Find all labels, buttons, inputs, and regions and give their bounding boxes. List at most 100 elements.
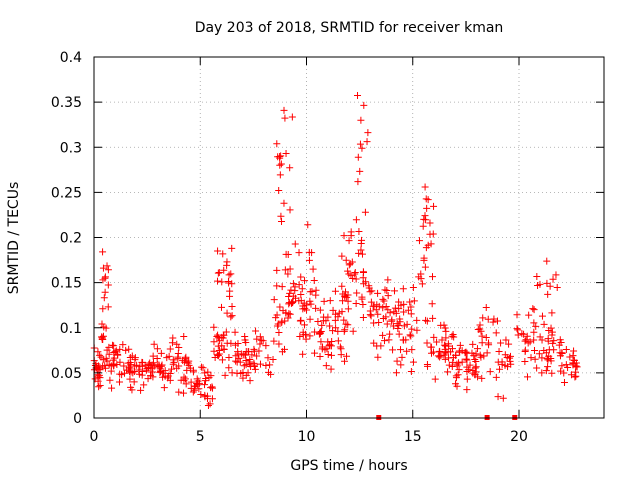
chart-title: Day 203 of 2018, SRMTID for receiver kma… bbox=[195, 20, 504, 36]
data-point bbox=[341, 357, 349, 365]
data-point bbox=[311, 349, 319, 357]
data-point bbox=[399, 285, 407, 293]
data-point bbox=[545, 352, 553, 360]
data-point bbox=[122, 346, 130, 354]
data-point bbox=[218, 333, 226, 341]
data-point bbox=[231, 328, 239, 336]
data-point bbox=[99, 264, 107, 272]
data-point bbox=[553, 284, 561, 292]
data-point bbox=[478, 374, 486, 382]
data-point bbox=[358, 236, 366, 244]
data-point bbox=[219, 250, 227, 258]
data-point bbox=[492, 373, 500, 381]
data-point bbox=[175, 362, 183, 370]
data-point bbox=[430, 202, 438, 210]
data-point bbox=[544, 363, 552, 371]
data-point bbox=[379, 304, 387, 312]
data-point bbox=[548, 369, 556, 377]
data-point bbox=[276, 161, 284, 169]
data-point bbox=[326, 297, 334, 305]
data-point bbox=[324, 351, 332, 359]
data-point bbox=[435, 348, 443, 356]
data-point bbox=[395, 298, 403, 306]
data-point bbox=[150, 340, 158, 348]
data-point bbox=[406, 298, 414, 306]
data-point bbox=[386, 330, 394, 338]
data-point bbox=[248, 351, 256, 359]
data-point bbox=[215, 269, 223, 277]
data-point bbox=[275, 328, 283, 336]
y-tick-label: 0.15 bbox=[51, 276, 82, 292]
data-point bbox=[228, 312, 236, 320]
data-point bbox=[253, 352, 261, 360]
data-point bbox=[319, 317, 327, 325]
data-point bbox=[153, 345, 161, 353]
y-tick-label: 0.4 bbox=[60, 50, 82, 66]
data-point bbox=[456, 341, 464, 349]
data-point bbox=[228, 302, 236, 310]
data-point bbox=[501, 351, 509, 359]
data-point bbox=[302, 335, 310, 343]
data-point bbox=[94, 348, 102, 356]
data-point bbox=[530, 336, 538, 344]
data-point bbox=[359, 300, 367, 308]
data-point bbox=[361, 208, 369, 216]
data-point bbox=[392, 369, 400, 377]
data-point bbox=[298, 285, 306, 293]
data-point bbox=[228, 244, 236, 252]
data-point bbox=[149, 352, 157, 360]
data-point bbox=[533, 273, 541, 281]
data-point bbox=[256, 340, 264, 348]
data-point bbox=[364, 129, 372, 137]
data-point bbox=[423, 317, 431, 325]
data-point bbox=[104, 266, 112, 274]
data-point bbox=[369, 302, 377, 310]
data-point bbox=[289, 280, 297, 288]
data-point bbox=[482, 334, 490, 342]
data-point bbox=[368, 287, 376, 295]
data-point bbox=[352, 299, 360, 307]
data-point bbox=[286, 265, 294, 273]
data-point bbox=[140, 381, 148, 389]
data-point bbox=[204, 368, 212, 376]
data-point bbox=[426, 219, 434, 227]
data-point bbox=[347, 232, 355, 240]
data-point bbox=[438, 336, 446, 344]
data-point bbox=[477, 353, 485, 361]
y-axis-label: SRMTID / TECUs bbox=[6, 182, 22, 295]
data-point bbox=[479, 314, 487, 322]
data-point bbox=[356, 167, 364, 175]
data-point bbox=[278, 217, 286, 225]
data-point bbox=[226, 287, 234, 295]
data-point bbox=[370, 339, 378, 347]
data-point bbox=[144, 375, 152, 383]
data-point bbox=[174, 355, 182, 363]
data-point bbox=[403, 347, 411, 355]
data-point bbox=[95, 383, 103, 391]
data-point bbox=[504, 363, 512, 371]
data-point bbox=[484, 315, 492, 323]
data-point bbox=[521, 337, 529, 345]
data-point bbox=[316, 329, 324, 337]
data-point bbox=[126, 375, 134, 383]
data-point bbox=[340, 316, 348, 324]
data-point bbox=[213, 332, 221, 340]
data-point bbox=[175, 388, 183, 396]
data-point bbox=[458, 358, 466, 366]
data-point bbox=[135, 366, 143, 374]
data-point bbox=[549, 339, 557, 347]
data-point bbox=[358, 144, 366, 152]
data-point bbox=[497, 339, 505, 347]
data-point bbox=[389, 322, 397, 330]
data-point bbox=[123, 366, 131, 374]
data-point bbox=[345, 261, 353, 269]
data-point bbox=[409, 284, 417, 292]
data-point bbox=[547, 324, 555, 332]
data-point bbox=[492, 329, 500, 337]
data-point bbox=[496, 365, 504, 373]
data-point bbox=[383, 320, 391, 328]
data-point bbox=[417, 275, 425, 283]
data-point bbox=[352, 275, 360, 283]
data-point bbox=[413, 326, 421, 334]
data-point bbox=[454, 371, 462, 379]
